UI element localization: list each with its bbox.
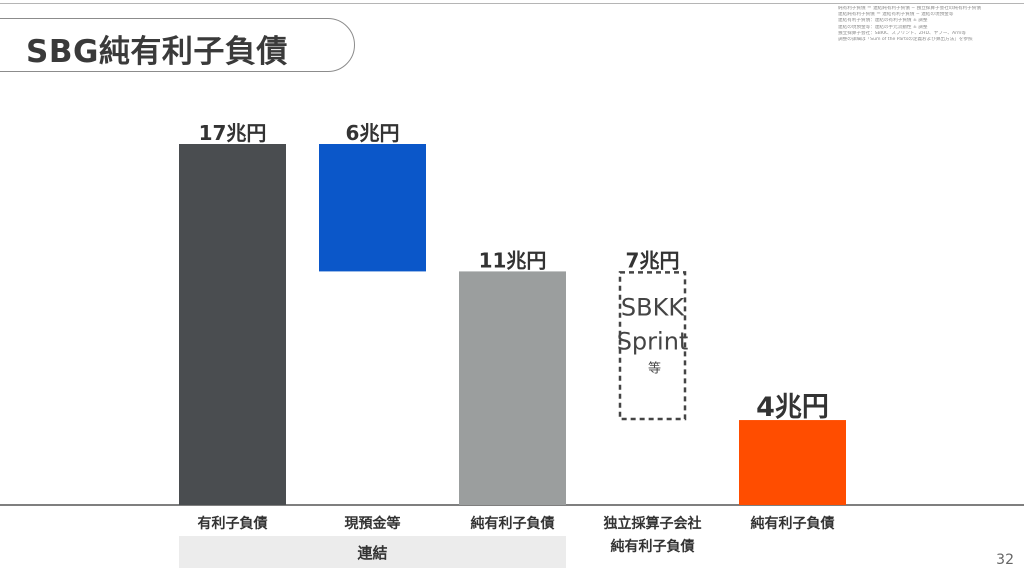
footnote-line: 純有利子負債 ＝ 連結純有利子負債 − 独立採算子会社の純有利子負債 <box>838 6 981 11</box>
category-label: 純有利子負債 <box>471 515 555 532</box>
bar-inner-label: 等 <box>648 361 661 377</box>
bar-value-label: 17兆円 <box>199 121 267 145</box>
footnote-line: 連結純有利子負債 ＝ 連結有利子負債 − 連結の現預金等 <box>838 12 954 18</box>
bar-value-label: 11兆円 <box>479 248 547 272</box>
category-label: 純有利子負債 <box>751 515 835 532</box>
bar-dashed <box>618 271 687 421</box>
bar-value-label: 6兆円 <box>346 121 400 145</box>
title-pill <box>0 18 355 72</box>
bar <box>319 144 426 272</box>
group-bracket <box>179 536 566 568</box>
page-number: 32 <box>996 552 1014 568</box>
category-label: 現預金等 <box>345 515 401 532</box>
slide-title: SBG純有利子負債 <box>26 34 288 70</box>
bar <box>739 420 846 505</box>
bar-inner-label: SBKK <box>621 294 685 322</box>
bar <box>179 144 286 505</box>
footnote-line: 連結有利子負債：連結の有利子負債 ± 調整 <box>838 18 928 24</box>
group-bracket-label: 連結 <box>357 544 387 562</box>
category-label: 独立採算子会社 <box>604 515 702 532</box>
bar-value-label: 7兆円 <box>626 248 680 272</box>
footnotes: 純有利子負債 ＝ 連結純有利子負債 − 独立採算子会社の純有利子負債 連結純有利… <box>838 6 1018 43</box>
top-rule <box>0 3 1024 4</box>
bar-value-label: 4兆円 <box>756 392 829 423</box>
bar <box>459 271 566 505</box>
footnote-line: 連結の現預金等：連結の手元流動性 ± 調整 <box>838 24 928 30</box>
footnote-line: 調整の詳細は「Sum of the Partsの定義および算出方法」を参照 <box>838 37 973 43</box>
footnote-line: 独立採算子会社：SBKK、スプリント、ZHD、ヤフー、Arm等 <box>838 30 966 36</box>
category-label: 有利子負債 <box>198 515 268 532</box>
bar-inner-label: Sprint <box>617 328 689 356</box>
category-label: 純有利子負債 <box>611 538 695 555</box>
